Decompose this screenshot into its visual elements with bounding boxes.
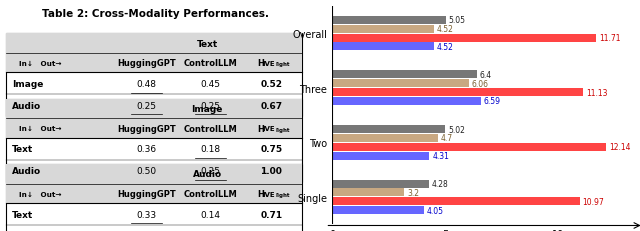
- Text: ControlLLM: ControlLLM: [184, 124, 237, 133]
- Text: Image: Image: [191, 104, 223, 113]
- Text: 0.25: 0.25: [136, 101, 156, 110]
- Text: HuggingGPT: HuggingGPT: [117, 189, 176, 198]
- Text: light: light: [276, 127, 291, 132]
- Text: 0.33: 0.33: [136, 210, 156, 219]
- Text: Audio: Audio: [12, 101, 42, 110]
- Text: 12.14: 12.14: [609, 143, 630, 152]
- Text: 0.45: 0.45: [200, 79, 220, 88]
- Text: 0.52: 0.52: [260, 79, 282, 88]
- Bar: [332, 17, 446, 25]
- Text: HuggingGPT: HuggingGPT: [117, 59, 176, 68]
- Text: Text: Text: [196, 39, 218, 48]
- Text: H: H: [257, 124, 264, 133]
- Bar: [332, 34, 596, 42]
- Bar: [332, 97, 481, 106]
- Bar: [332, 71, 477, 79]
- Text: Image: Image: [12, 79, 44, 88]
- Bar: [332, 189, 404, 197]
- Text: 6.59: 6.59: [484, 97, 500, 106]
- Text: 11.71: 11.71: [599, 34, 621, 43]
- Text: 0.75: 0.75: [260, 145, 282, 154]
- Text: 4.7: 4.7: [441, 134, 453, 143]
- Text: 4.52: 4.52: [437, 43, 454, 52]
- Text: IVE: IVE: [263, 125, 275, 131]
- Text: Text: Text: [12, 210, 33, 219]
- Text: ControlLLM: ControlLLM: [184, 189, 237, 198]
- Text: 10.97: 10.97: [582, 197, 604, 206]
- Bar: [6, 164, 301, 204]
- Text: 3.2: 3.2: [407, 188, 419, 197]
- Text: 5.02: 5.02: [448, 125, 465, 134]
- Text: light: light: [276, 62, 291, 67]
- Bar: [332, 206, 424, 214]
- Text: H: H: [257, 189, 264, 198]
- Text: Audio: Audio: [12, 166, 42, 175]
- Text: 0.25: 0.25: [200, 101, 220, 110]
- Text: 6.06: 6.06: [472, 79, 488, 88]
- Bar: [332, 143, 606, 151]
- Text: 0.67: 0.67: [260, 101, 282, 110]
- Text: Table 2: Cross-Modality Performances.: Table 2: Cross-Modality Performances.: [42, 9, 269, 19]
- Bar: [6, 34, 301, 73]
- Bar: [332, 180, 429, 188]
- Text: HuggingGPT: HuggingGPT: [117, 124, 176, 133]
- Bar: [332, 198, 580, 205]
- Text: 0.36: 0.36: [136, 145, 156, 154]
- Text: 0.18: 0.18: [200, 145, 220, 154]
- Bar: [332, 26, 434, 33]
- Bar: [332, 125, 445, 134]
- Text: 0.14: 0.14: [200, 210, 220, 219]
- Text: 11.13: 11.13: [586, 88, 607, 97]
- Text: In↓   Out→: In↓ Out→: [19, 60, 61, 66]
- Text: 5.05: 5.05: [449, 16, 466, 25]
- Text: In↓   Out→: In↓ Out→: [19, 125, 61, 131]
- Text: IVE: IVE: [263, 191, 275, 197]
- Bar: [6, 164, 301, 231]
- Bar: [332, 80, 469, 88]
- Bar: [332, 152, 429, 160]
- Text: 1.00: 1.00: [260, 166, 282, 175]
- Text: 4.28: 4.28: [431, 179, 448, 188]
- Text: 4.31: 4.31: [432, 151, 449, 160]
- Bar: [332, 134, 438, 142]
- Bar: [332, 43, 434, 51]
- Text: 0.48: 0.48: [136, 79, 156, 88]
- Text: Audio: Audio: [193, 170, 222, 179]
- Text: ControlLLM: ControlLLM: [184, 59, 237, 68]
- Bar: [6, 99, 301, 182]
- Text: 4.05: 4.05: [426, 206, 444, 215]
- Text: 6.4: 6.4: [479, 71, 492, 80]
- Text: 0.71: 0.71: [260, 210, 282, 219]
- Text: H: H: [257, 59, 264, 68]
- Text: 4.52: 4.52: [437, 25, 454, 34]
- Bar: [332, 89, 583, 97]
- Text: Text: Text: [12, 145, 33, 154]
- Bar: [6, 34, 301, 117]
- Text: 0.50: 0.50: [136, 166, 156, 175]
- Text: IVE: IVE: [263, 60, 275, 66]
- Text: In↓   Out→: In↓ Out→: [19, 191, 61, 197]
- Text: light: light: [276, 192, 291, 197]
- Bar: [6, 99, 301, 138]
- Text: 0.25: 0.25: [200, 166, 220, 175]
